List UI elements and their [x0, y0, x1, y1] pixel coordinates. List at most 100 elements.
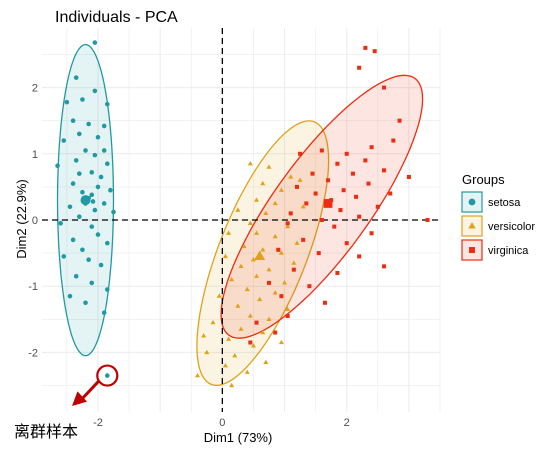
point-setosa	[101, 201, 107, 206]
point-virginica	[313, 191, 318, 196]
point-setosa	[104, 240, 110, 246]
point-versicolor	[226, 336, 232, 341]
point-setosa	[92, 207, 98, 213]
point-setosa	[98, 262, 104, 268]
point-versicolor	[263, 210, 269, 216]
point-versicolor	[260, 247, 266, 252]
group-means	[80, 195, 333, 261]
point-versicolor	[247, 161, 253, 166]
point-virginica	[357, 254, 362, 259]
outlier-arrow-head	[72, 391, 88, 406]
point-virginica	[382, 264, 387, 269]
legend-title: Groups	[462, 172, 505, 187]
point-virginica	[372, 49, 377, 54]
point-setosa	[61, 254, 67, 259]
point-setosa	[101, 123, 107, 129]
point-setosa	[70, 181, 76, 186]
point-setosa	[77, 171, 82, 176]
mean-versicolor	[254, 250, 266, 261]
point-versicolor	[257, 296, 263, 302]
point-virginica	[266, 280, 271, 285]
point-versicolor	[216, 293, 222, 298]
point-setosa	[80, 247, 85, 253]
point-setosa	[73, 273, 79, 279]
outlier-annotation: 离群样本	[14, 364, 119, 441]
point-virginica	[366, 181, 371, 186]
point-versicolor	[266, 164, 272, 169]
y-tick-label: 1	[32, 149, 38, 161]
x-tick-label: 2	[344, 417, 350, 429]
point-virginica	[335, 161, 340, 166]
point-setosa	[92, 152, 98, 158]
legend-marker-versicolor	[468, 221, 476, 229]
point-virginica	[326, 178, 331, 183]
point-setosa	[73, 158, 79, 163]
point-virginica	[332, 224, 337, 229]
point-setosa	[108, 187, 113, 193]
point-virginica	[425, 217, 430, 223]
point-versicolor	[278, 187, 284, 192]
point-virginica	[276, 247, 281, 252]
data-points	[55, 40, 430, 388]
point-setosa	[90, 199, 96, 204]
point-virginica	[288, 211, 293, 216]
reference-lines	[42, 28, 440, 412]
y-tick-label: 0	[32, 215, 38, 227]
point-versicolor	[272, 290, 278, 295]
point-versicolor	[300, 204, 306, 209]
point-virginica	[363, 45, 368, 50]
point-versicolor	[238, 263, 244, 269]
point-virginica	[294, 184, 299, 189]
point-setosa	[104, 161, 110, 167]
point-virginica	[322, 300, 327, 305]
point-setosa	[95, 184, 101, 190]
point-versicolor	[238, 326, 244, 331]
point-virginica	[369, 145, 374, 150]
point-versicolor	[250, 343, 256, 348]
point-setosa	[80, 97, 85, 102]
point-versicolor	[254, 230, 260, 235]
point-versicolor	[232, 353, 238, 358]
point-versicolor	[285, 306, 291, 312]
point-versicolor	[272, 200, 278, 206]
point-versicolor	[210, 319, 216, 325]
point-versicolor	[226, 230, 232, 235]
x-tick-label: 0	[219, 417, 225, 429]
point-virginica	[301, 237, 306, 242]
point-versicolor	[260, 180, 266, 186]
point-virginica	[316, 251, 321, 256]
y-tick-label: 2	[32, 83, 38, 95]
y-tick-labels: -2 -1 0 1 2	[28, 83, 38, 360]
point-setosa	[111, 209, 116, 215]
point-setosa	[83, 300, 88, 306]
point-setosa	[70, 237, 76, 243]
point-setosa	[55, 163, 60, 169]
point-virginica	[357, 65, 362, 70]
point-versicolor	[260, 329, 266, 335]
point-versicolor	[278, 250, 284, 255]
point-setosa	[104, 373, 110, 378]
point-virginica	[406, 174, 411, 179]
mean-virginica	[323, 199, 333, 208]
point-versicolor	[263, 359, 269, 365]
point-versicolor	[244, 286, 250, 292]
point-virginica	[298, 151, 303, 156]
y-tick-label: -1	[28, 281, 38, 293]
point-virginica	[382, 85, 387, 90]
point-virginica	[304, 201, 309, 206]
chart-title: Individuals - PCA	[55, 9, 178, 26]
point-virginica	[307, 284, 312, 289]
point-setosa	[61, 138, 67, 143]
point-virginica	[369, 231, 374, 236]
point-virginica	[350, 171, 355, 176]
point-virginica	[391, 138, 396, 143]
point-versicolor	[254, 197, 260, 202]
point-virginica	[254, 320, 259, 325]
x-axis-title: Dim1 (73%)	[204, 430, 273, 445]
point-setosa	[89, 170, 95, 175]
point-setosa	[83, 148, 88, 153]
point-versicolor	[294, 240, 300, 245]
point-versicolor	[266, 266, 272, 272]
